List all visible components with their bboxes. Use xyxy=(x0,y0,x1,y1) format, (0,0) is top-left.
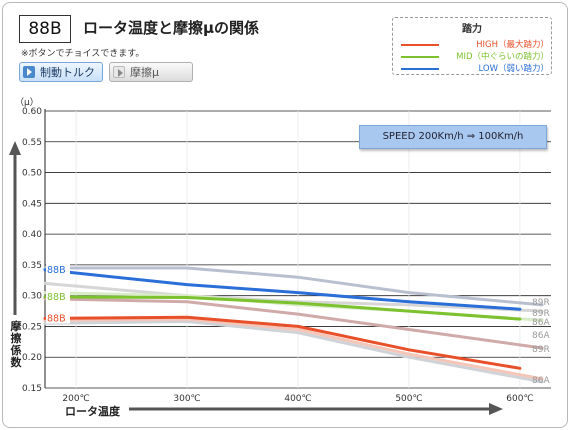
series-line xyxy=(43,320,544,384)
series-end-label: 89R xyxy=(532,309,550,319)
y-tick-label: 0.20 xyxy=(22,353,42,363)
y-tick-label: 0.15 xyxy=(22,384,42,394)
series-line xyxy=(43,297,544,350)
x-tick-label: 200℃ xyxy=(62,394,89,404)
series-line xyxy=(43,268,522,311)
y-tick-label: 0.60 xyxy=(22,107,42,117)
x-tick-label: 600℃ xyxy=(506,394,533,404)
series-end-label: 86A xyxy=(532,318,550,328)
y-tick-label: 0.55 xyxy=(22,138,42,148)
play-arrow-icon xyxy=(23,66,35,78)
legend-swatch-mid xyxy=(401,56,439,58)
brake-torque-button-label: 制動トルク xyxy=(40,66,95,79)
choice-note: ※ボタンでチョイスできます。 xyxy=(21,49,145,59)
series-start-label: 88B xyxy=(47,313,66,324)
x-tick-label: 500℃ xyxy=(395,394,422,404)
series-end-label: 86A xyxy=(532,376,550,386)
y-arrow-head xyxy=(9,141,21,155)
friction-mu-button-label: 摩擦μ xyxy=(130,66,159,79)
legend-label-low: LOW（弱い踏力） xyxy=(478,64,549,74)
series-line xyxy=(43,295,522,321)
series-end-label: 89R xyxy=(532,345,550,355)
series-label-bg xyxy=(46,263,70,275)
series-start-label: 88B xyxy=(47,265,66,276)
y-tick-label: 0.30 xyxy=(22,292,42,302)
chart-title: ロータ温度と摩擦μの関係 xyxy=(83,19,260,37)
x-tick-label: 300℃ xyxy=(173,394,200,404)
x-arrow-head xyxy=(489,403,503,415)
y-tick-label: 0.40 xyxy=(22,230,42,240)
brake-torque-button[interactable]: 制動トルク xyxy=(19,62,103,82)
legend-title: 踏力 xyxy=(462,24,482,35)
legend-swatch-high xyxy=(401,44,439,46)
legend: 踏力 HIGH（最大踏力） MID（中ぐらいの踏力） LOW（弱い踏力） xyxy=(392,17,552,75)
x-tick-label: 400℃ xyxy=(284,394,311,404)
friction-mu-button[interactable]: 摩擦μ xyxy=(109,62,193,82)
y-tick-label: 0.35 xyxy=(22,261,42,271)
speed-condition-label: SPEED 200Km/h ⇒ 100Km/h xyxy=(359,125,547,149)
y-axis-unit: （μ） xyxy=(15,98,39,108)
y-tick-label: 0.25 xyxy=(22,322,42,332)
series-label-bg xyxy=(46,290,70,302)
product-code-box: 88B xyxy=(19,15,71,43)
x-axis-label: ロータ温度 xyxy=(65,405,120,418)
series-label-bg xyxy=(46,312,70,324)
y-tick-label: 0.45 xyxy=(22,199,42,209)
series-end-label: 86A xyxy=(532,331,550,341)
series-line xyxy=(43,317,544,381)
series-line xyxy=(43,315,522,370)
y-tick-label: 0.50 xyxy=(22,169,42,179)
legend-label-high: HIGH（最大踏力） xyxy=(476,40,549,50)
series-start-label: 88B xyxy=(47,292,66,303)
play-arrow-icon xyxy=(113,66,125,78)
series-end-label: 89R xyxy=(532,298,550,308)
series-line xyxy=(43,266,544,307)
legend-label-mid: MID（中ぐらいの踏力） xyxy=(456,52,549,62)
legend-swatch-low xyxy=(401,68,439,70)
y-axis-label: 摩擦係数 xyxy=(10,320,22,369)
